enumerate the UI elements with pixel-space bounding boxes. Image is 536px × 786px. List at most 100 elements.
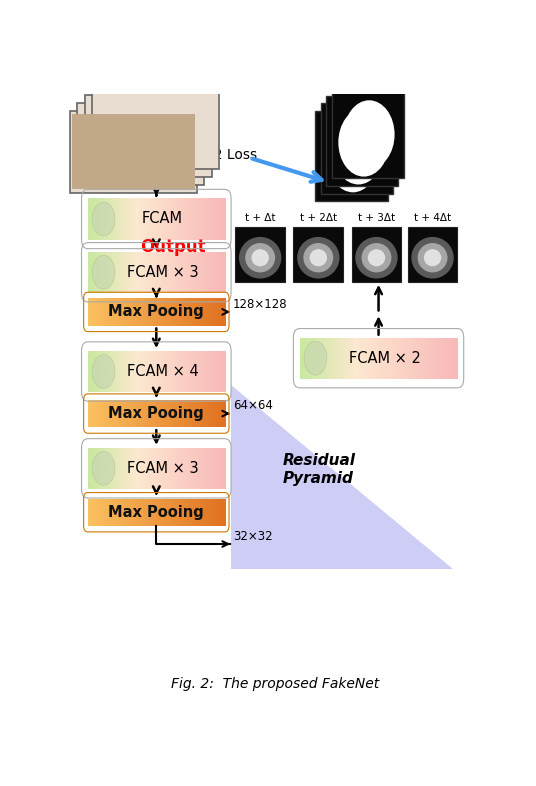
Ellipse shape — [355, 237, 398, 278]
Bar — [177, 351, 180, 392]
FancyBboxPatch shape — [326, 96, 398, 185]
Bar — [220, 448, 224, 489]
Bar — [104, 252, 107, 293]
Bar — [122, 448, 125, 489]
Bar — [376, 338, 379, 379]
Bar — [166, 198, 168, 240]
Bar — [99, 252, 102, 293]
Bar — [157, 400, 161, 428]
Bar — [167, 400, 171, 428]
Bar — [423, 338, 427, 379]
Bar — [191, 351, 193, 392]
Bar — [200, 198, 203, 240]
Bar — [214, 400, 219, 428]
Bar — [159, 198, 162, 240]
Bar — [188, 448, 191, 489]
Bar — [184, 448, 187, 489]
Bar — [222, 252, 226, 293]
Bar — [138, 198, 141, 240]
Ellipse shape — [92, 202, 115, 236]
Text: Max Pooing: Max Pooing — [108, 505, 204, 520]
Bar — [110, 448, 114, 489]
Text: Fig. 2:  The proposed FakeNet: Fig. 2: The proposed FakeNet — [170, 678, 379, 692]
Bar — [113, 351, 116, 392]
Bar — [91, 298, 95, 325]
Bar — [363, 338, 366, 379]
Bar — [218, 448, 221, 489]
Polygon shape — [231, 385, 453, 569]
Bar — [197, 198, 200, 240]
Bar — [323, 338, 327, 379]
Bar — [213, 351, 217, 392]
Bar — [407, 338, 411, 379]
Bar — [90, 252, 93, 293]
Bar — [88, 252, 91, 293]
Bar — [174, 400, 178, 428]
Text: 64×64: 64×64 — [233, 399, 273, 412]
Bar — [90, 198, 93, 240]
Bar — [204, 298, 209, 325]
Bar — [112, 400, 116, 428]
Bar — [104, 351, 107, 392]
Bar — [161, 351, 164, 392]
Text: FCAM × 3: FCAM × 3 — [126, 461, 198, 476]
Bar — [426, 338, 429, 379]
Bar — [177, 400, 181, 428]
Bar — [373, 338, 377, 379]
Bar — [125, 400, 130, 428]
Bar — [136, 448, 139, 489]
Bar — [147, 252, 150, 293]
Bar — [95, 298, 99, 325]
Ellipse shape — [92, 451, 115, 485]
Bar — [136, 298, 140, 325]
Bar — [157, 298, 161, 325]
Bar — [160, 498, 164, 526]
Bar — [106, 351, 109, 392]
Bar — [117, 198, 121, 240]
Bar — [182, 448, 184, 489]
Bar — [145, 198, 148, 240]
Bar — [193, 198, 196, 240]
Bar — [115, 448, 118, 489]
Bar — [143, 448, 146, 489]
Ellipse shape — [368, 249, 385, 266]
Bar — [122, 400, 126, 428]
Bar — [170, 498, 174, 526]
Bar — [105, 400, 109, 428]
FancyBboxPatch shape — [293, 227, 343, 282]
Bar — [209, 351, 212, 392]
Bar — [204, 351, 207, 392]
Bar — [204, 252, 207, 293]
Bar — [197, 351, 200, 392]
Bar — [197, 498, 202, 526]
Bar — [150, 298, 154, 325]
Bar — [193, 351, 196, 392]
Bar — [184, 498, 188, 526]
Bar — [138, 351, 141, 392]
Bar — [105, 498, 109, 526]
Bar — [120, 351, 123, 392]
Bar — [166, 252, 168, 293]
Bar — [122, 198, 125, 240]
Bar — [146, 298, 150, 325]
Bar — [133, 198, 137, 240]
Bar — [172, 198, 175, 240]
Bar — [204, 400, 209, 428]
Bar — [450, 338, 453, 379]
Bar — [126, 448, 130, 489]
Bar — [124, 252, 128, 293]
Bar — [331, 338, 334, 379]
Bar — [105, 298, 109, 325]
Bar — [131, 198, 135, 240]
FancyBboxPatch shape — [352, 227, 401, 282]
Bar — [101, 400, 106, 428]
Bar — [163, 351, 166, 392]
Bar — [122, 298, 126, 325]
Bar — [206, 198, 210, 240]
Bar — [92, 252, 95, 293]
Bar — [95, 498, 99, 526]
Bar — [91, 400, 95, 428]
Bar — [115, 400, 120, 428]
Ellipse shape — [418, 243, 448, 273]
Bar — [209, 252, 212, 293]
